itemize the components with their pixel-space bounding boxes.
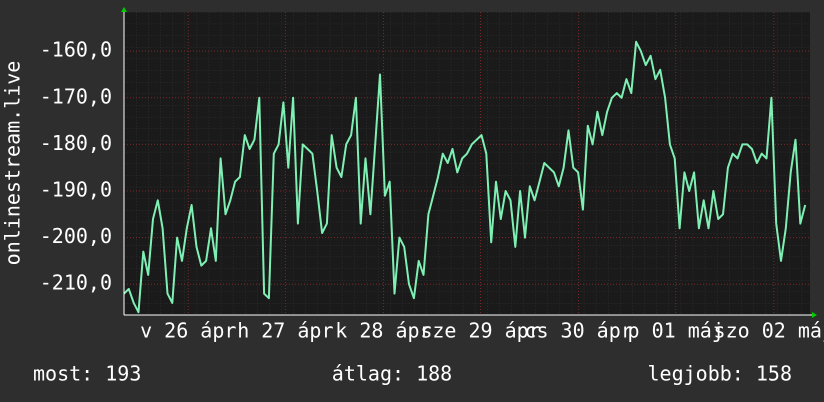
- x-arrow: [812, 312, 817, 318]
- series-line: [123, 40, 807, 314]
- y-tick-label: -200,0: [40, 224, 112, 248]
- minor-grid: [124, 12, 810, 315]
- stat: átlag: 188: [332, 362, 452, 386]
- y-tick-label: -170,0: [40, 84, 112, 108]
- x-tick-label: k 28 ápr: [335, 319, 431, 343]
- marks: [123, 40, 807, 314]
- grid: [124, 12, 810, 315]
- x-tick-label: cs 30 ápr: [524, 319, 632, 343]
- y-tick-label: -160,0: [40, 38, 112, 62]
- y-tick-label: -210,0: [40, 271, 112, 295]
- y-arrow: [121, 7, 127, 12]
- x-tick-label: p 01 máj: [628, 319, 724, 343]
- x-tick-label: h 27 ápr: [237, 319, 333, 343]
- y-tick-label: -180,0: [40, 131, 112, 155]
- y-axis-title: onlinestream.live: [1, 61, 25, 266]
- x-tick-label: szo 02 máj: [714, 319, 824, 343]
- stat: legjobb: 158: [648, 362, 793, 386]
- y-tick-label: -190,0: [40, 178, 112, 202]
- x-tick-label: v 26 ápr: [140, 319, 236, 343]
- stat: most: 193: [33, 362, 141, 386]
- x-tick-label: sze 29 ápr: [420, 319, 540, 343]
